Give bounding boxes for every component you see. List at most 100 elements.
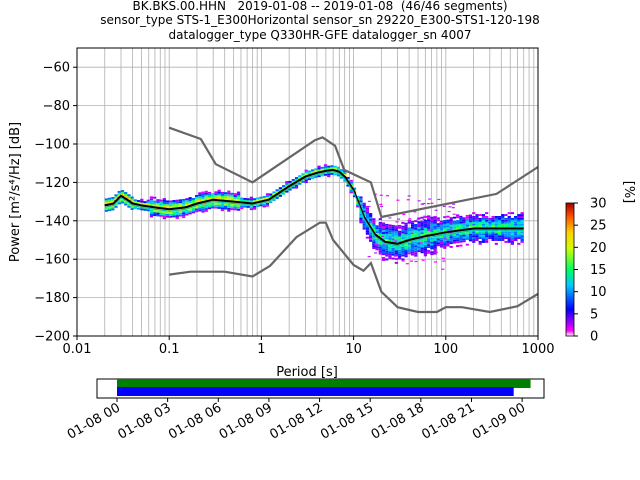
histogram-cell bbox=[201, 191, 205, 194]
histogram-cell bbox=[130, 196, 134, 199]
histogram-cell bbox=[140, 200, 144, 203]
histogram-cell bbox=[433, 248, 437, 251]
histogram-cell bbox=[204, 192, 208, 195]
histogram-cell bbox=[369, 236, 373, 239]
histogram-cell bbox=[423, 244, 428, 247]
histogram-cell bbox=[427, 215, 431, 218]
histogram-cell bbox=[456, 216, 460, 219]
histogram-cell bbox=[433, 216, 437, 219]
histogram-cell bbox=[220, 203, 224, 206]
histogram-cell bbox=[520, 231, 524, 234]
histogram-cell bbox=[447, 229, 451, 231]
histogram-cell bbox=[362, 212, 366, 215]
histogram-cell bbox=[504, 237, 508, 240]
histogram-cell bbox=[104, 200, 108, 203]
x-tick-label: 1 bbox=[257, 342, 265, 357]
histogram-cell bbox=[140, 198, 144, 201]
histogram-cell bbox=[188, 210, 192, 213]
histogram-cell bbox=[198, 192, 202, 195]
histogram-cell bbox=[430, 230, 434, 233]
histogram-cell bbox=[481, 239, 486, 241]
colorbar-tick-label: 5 bbox=[590, 307, 598, 322]
histogram-cell bbox=[427, 240, 431, 243]
histogram-cell bbox=[381, 226, 386, 229]
histogram-cell bbox=[423, 225, 428, 228]
histogram-cell bbox=[291, 180, 295, 183]
histogram-cell bbox=[336, 166, 341, 169]
histogram-cell bbox=[185, 211, 189, 214]
histogram-cell bbox=[388, 230, 392, 233]
histogram-cell bbox=[430, 245, 434, 248]
histogram-cell bbox=[227, 194, 231, 197]
histogram-cell bbox=[165, 200, 170, 203]
histogram-cell bbox=[201, 206, 205, 209]
histogram-cell bbox=[311, 169, 315, 172]
histogram-cell bbox=[468, 218, 473, 221]
histogram-cell bbox=[275, 191, 279, 194]
histogram-cell bbox=[494, 239, 498, 241]
histogram-cell bbox=[314, 170, 318, 173]
histogram-cell bbox=[520, 212, 524, 215]
histogram-cell bbox=[494, 217, 498, 220]
histogram-cell bbox=[423, 215, 428, 218]
histogram-cell bbox=[336, 168, 341, 171]
histogram-cell bbox=[430, 251, 434, 254]
histogram-cell bbox=[404, 247, 408, 250]
histogram-cell bbox=[433, 219, 437, 222]
histogram-cell bbox=[423, 254, 428, 257]
histogram-cell bbox=[201, 193, 205, 196]
y-tick-label: −60 bbox=[43, 61, 70, 76]
histogram-cell bbox=[465, 224, 469, 227]
histogram-cell bbox=[385, 239, 389, 242]
histogram-cell bbox=[317, 169, 321, 172]
histogram-cell bbox=[410, 232, 414, 234]
histogram-cell bbox=[223, 205, 228, 208]
histogram-cell bbox=[378, 218, 382, 221]
histogram-cell bbox=[162, 198, 166, 200]
histogram-cell bbox=[456, 222, 460, 224]
histogram-cell bbox=[478, 217, 482, 220]
histogram-cell bbox=[362, 210, 366, 213]
histogram-cell bbox=[398, 240, 402, 243]
histogram-cell bbox=[510, 212, 515, 215]
histogram-cell bbox=[130, 198, 134, 201]
histogram-cell bbox=[427, 238, 431, 241]
histogram-cell bbox=[153, 196, 157, 199]
histogram-cell bbox=[288, 182, 292, 185]
histogram-cell bbox=[417, 250, 421, 253]
histogram-cell bbox=[452, 239, 457, 242]
histogram-cell bbox=[423, 219, 428, 222]
histogram-cell bbox=[520, 239, 524, 241]
histogram-cell bbox=[501, 214, 505, 216]
histogram-cell bbox=[452, 237, 457, 240]
histogram-cell bbox=[485, 237, 489, 240]
histogram-cell bbox=[394, 258, 399, 260]
histogram-cell bbox=[452, 224, 457, 227]
histogram-cell bbox=[375, 225, 379, 228]
histogram-cell bbox=[172, 200, 176, 202]
histogram-cell bbox=[501, 237, 505, 240]
histogram-cell bbox=[388, 234, 392, 236]
histogram-cell bbox=[443, 229, 447, 232]
histogram-cell bbox=[514, 217, 518, 220]
histogram-cell bbox=[104, 202, 108, 205]
histogram-cell bbox=[104, 198, 108, 201]
histogram-cell bbox=[441, 268, 445, 270]
histogram-cell bbox=[178, 199, 183, 202]
histogram-cell bbox=[372, 241, 376, 244]
histogram-cell bbox=[114, 196, 118, 199]
histogram-cell bbox=[272, 199, 276, 202]
histogram-cell bbox=[468, 233, 473, 236]
histogram-cell bbox=[317, 165, 321, 168]
histogram-cell bbox=[259, 198, 263, 201]
histogram-cell bbox=[504, 214, 508, 216]
y-axis-label: Power [m²/s⁴/Hz] [dB] bbox=[8, 122, 23, 262]
histogram-cell bbox=[240, 199, 244, 202]
histogram-cell bbox=[501, 231, 505, 234]
histogram-cell bbox=[452, 203, 456, 205]
histogram-cell bbox=[340, 176, 344, 179]
histogram-cell bbox=[185, 198, 189, 201]
histogram-cell bbox=[439, 239, 444, 242]
histogram-cell bbox=[407, 227, 411, 230]
histogram-cell bbox=[188, 212, 192, 215]
